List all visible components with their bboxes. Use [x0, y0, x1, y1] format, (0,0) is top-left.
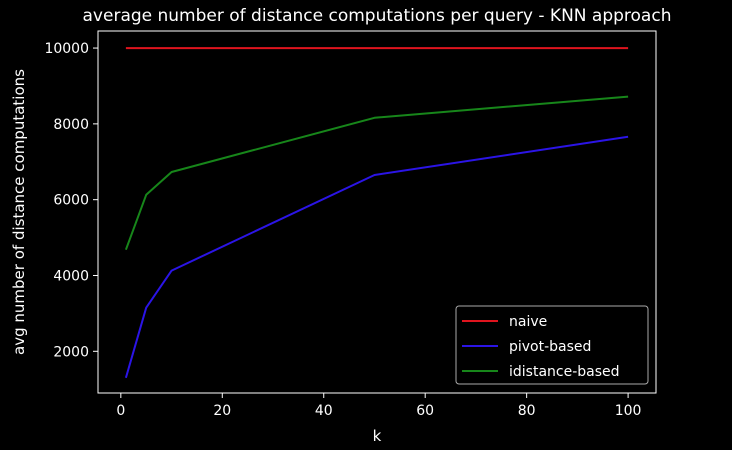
series-line-idistance-based: [124, 95, 629, 251]
legend-label-pivot-based: pivot-based: [509, 339, 591, 355]
legend-label-naive: naive: [509, 314, 547, 330]
legend-box: [455, 305, 649, 385]
y-tick-label: 6000: [53, 193, 89, 209]
y-axis-label: avg number of distance computations: [10, 69, 28, 355]
y-tick-label: 10000: [44, 41, 89, 57]
x-axis-label: k: [373, 427, 382, 445]
x-tick-label: 60: [416, 403, 434, 419]
x-tick-label: 0: [116, 403, 125, 419]
x-axis: 0 20 40 60 80 100: [116, 393, 641, 419]
legend: naive pivot-based idistance-based: [455, 305, 649, 385]
y-tick-label: 2000: [53, 344, 89, 360]
x-tick-label: 20: [213, 403, 231, 419]
x-tick-label: 100: [615, 403, 642, 419]
y-tick-label: 8000: [53, 117, 89, 133]
y-axis: 2000 4000 6000 8000 10000: [44, 41, 98, 360]
legend-label-idistance-based: idistance-based: [509, 364, 620, 380]
y-tick-label: 4000: [53, 268, 89, 284]
x-tick-label: 40: [315, 403, 333, 419]
series-lines: [124, 47, 629, 379]
series-line-pivot-based: [124, 135, 629, 379]
x-tick-label: 80: [518, 403, 536, 419]
plot-frame: [97, 30, 657, 394]
chart-title: average number of distance computations …: [83, 6, 672, 26]
